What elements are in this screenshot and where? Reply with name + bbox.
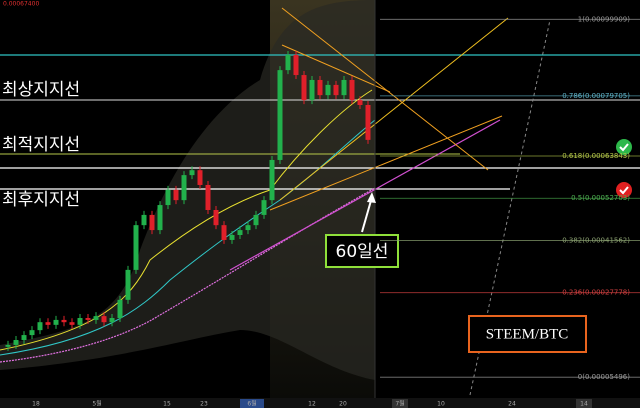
candle	[29, 330, 35, 336]
x-label-highlight	[240, 399, 264, 408]
candle	[85, 318, 91, 320]
candle	[277, 70, 283, 160]
x-tick-label: 18	[32, 401, 40, 408]
candle	[245, 225, 251, 231]
candle	[93, 316, 99, 320]
candle	[237, 230, 243, 236]
fib-label: 0(0.00005496)	[578, 373, 630, 381]
x-tick-label: 24	[508, 401, 516, 408]
candle	[261, 200, 267, 215]
candle	[165, 189, 171, 206]
ma60-line	[0, 187, 376, 363]
fib-label: 0.382(0.00041562)	[562, 236, 630, 244]
fib-label: 0.236(0.00027778)	[562, 289, 630, 297]
x-tick-label: 7월	[395, 400, 404, 408]
candle	[133, 225, 139, 270]
candle	[189, 170, 195, 176]
candle	[109, 318, 115, 323]
annotation: 최적지지선	[2, 135, 80, 155]
annotation: 최후지지선	[2, 190, 80, 210]
candle	[61, 319, 67, 323]
candle	[181, 175, 187, 201]
check-icon	[619, 186, 629, 195]
candle	[349, 79, 355, 101]
candle	[125, 269, 131, 300]
x-tick-label: 15	[163, 401, 171, 408]
annotation: STEEM/BTC	[486, 326, 569, 342]
x-label-highlight	[392, 399, 408, 408]
x-tick-label: 5월	[92, 400, 101, 408]
fib-label: 0.786(0.00079705)	[562, 92, 630, 100]
candle	[157, 205, 163, 231]
check-icon	[616, 139, 632, 155]
candle	[253, 214, 259, 226]
x-tick-label: 10	[437, 401, 445, 408]
candle	[5, 344, 11, 347]
candle	[285, 54, 291, 71]
arrow	[361, 196, 373, 233]
candle	[13, 340, 19, 345]
candle	[213, 209, 219, 226]
candle	[141, 214, 147, 226]
candle	[229, 235, 235, 240]
trend-line	[269, 115, 503, 211]
candle	[357, 100, 363, 105]
candle	[341, 79, 347, 96]
candle	[37, 322, 43, 331]
candle	[117, 299, 123, 319]
fib-label: 0.5(0.00052703)	[571, 194, 630, 202]
x-axis-bar	[0, 398, 640, 408]
x-tick-label: 20	[339, 401, 347, 408]
check-icon	[619, 143, 629, 152]
candle	[301, 75, 307, 101]
candle	[197, 170, 203, 185]
candle	[269, 159, 275, 201]
candle	[173, 189, 179, 201]
candle	[333, 84, 339, 96]
fib-label: 0.618(0.00063843)	[562, 152, 630, 160]
candle	[325, 84, 331, 96]
candle	[149, 214, 155, 231]
trend-line	[281, 44, 391, 93]
x-label-highlight	[576, 399, 592, 408]
candle	[293, 54, 299, 76]
candle	[21, 335, 27, 341]
candle	[365, 104, 371, 140]
candle	[221, 225, 227, 240]
candle	[101, 316, 107, 323]
candle	[77, 318, 83, 325]
fib-guide	[469, 19, 551, 396]
candle	[317, 79, 323, 96]
fib-label: 1(0.00099909)	[578, 15, 630, 23]
price-label: 0.00067400	[3, 1, 39, 8]
x-tick-label: 14	[580, 401, 588, 408]
annotation: 60일선	[336, 242, 389, 262]
candle	[53, 319, 59, 325]
candle	[205, 184, 211, 210]
annotation: 최상지지선	[2, 80, 80, 100]
candle	[45, 322, 51, 325]
annotation-box	[468, 315, 587, 353]
arrow-head	[367, 192, 376, 203]
trend-line	[229, 119, 501, 271]
x-tick-label: 12	[308, 401, 316, 408]
candle	[69, 322, 75, 325]
x-tick-label: 6월	[247, 400, 256, 408]
trend-line	[279, 17, 509, 201]
check-icon	[616, 182, 632, 198]
trend-line	[281, 7, 489, 171]
x-tick-label: 23	[200, 401, 208, 408]
candle	[309, 79, 315, 101]
ma-line	[0, 89, 373, 351]
